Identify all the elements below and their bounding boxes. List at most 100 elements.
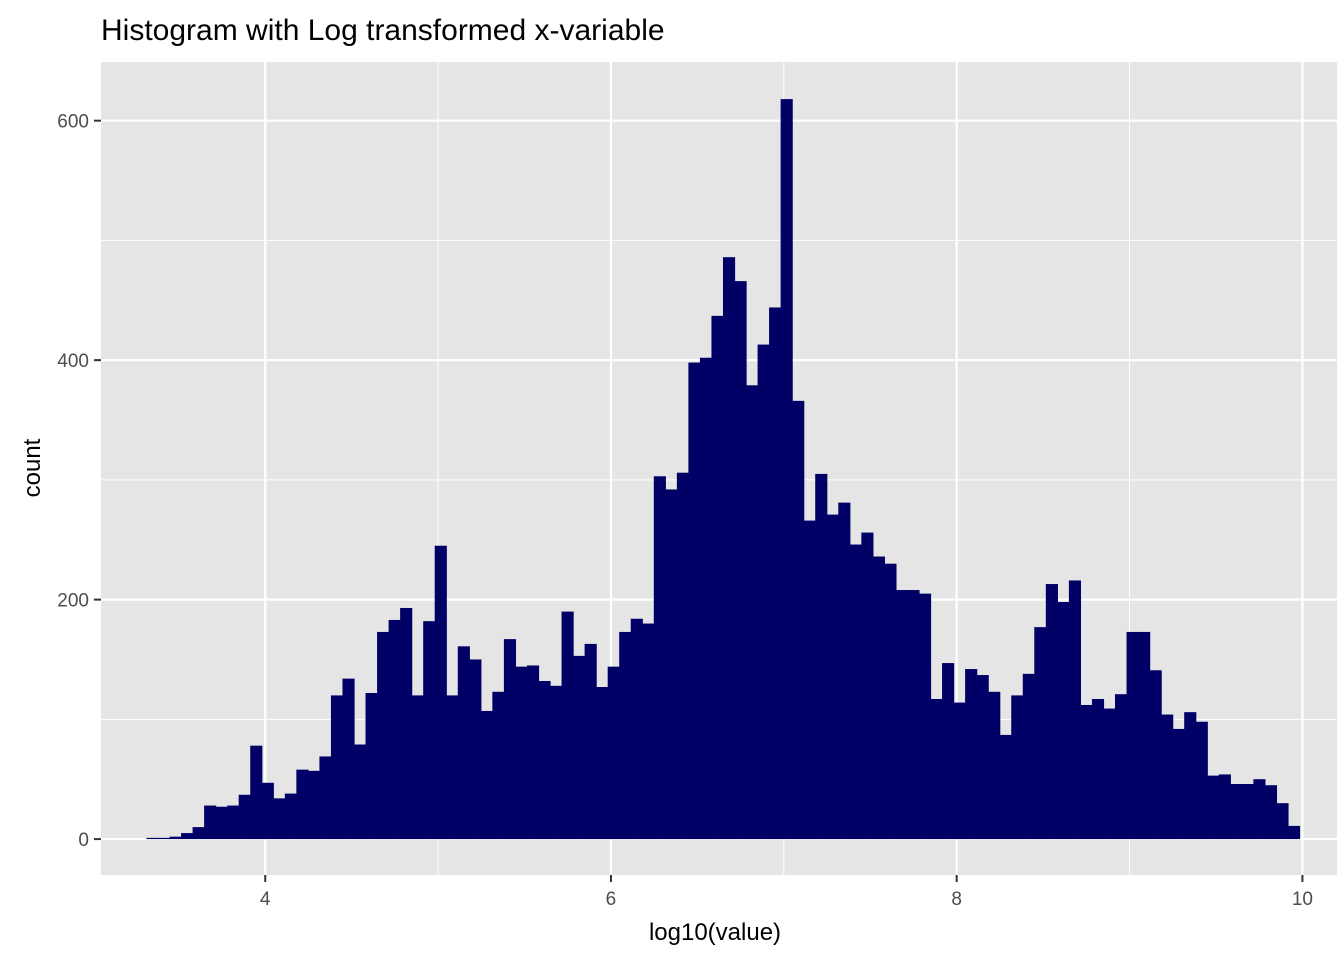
histogram-bar <box>411 695 424 840</box>
histogram-bar <box>204 805 217 840</box>
histogram-bar <box>630 618 643 840</box>
histogram-bar <box>365 693 378 840</box>
histogram-bar <box>711 315 724 840</box>
x-tick-label: 10 <box>1292 889 1313 910</box>
histogram-bar <box>815 473 828 840</box>
histogram-bar <box>1068 580 1082 840</box>
histogram-bar <box>907 590 920 840</box>
histogram-bar <box>642 623 655 840</box>
histogram-bar <box>584 643 597 840</box>
histogram-bar <box>538 681 551 840</box>
histogram-bar <box>169 836 182 840</box>
histogram-bar <box>1276 803 1289 840</box>
histogram-bar <box>388 619 401 840</box>
histogram-bar <box>861 532 874 840</box>
histogram-bar <box>607 666 620 840</box>
histogram-bar <box>769 307 782 840</box>
histogram-bar <box>1264 785 1278 840</box>
histogram-bar <box>1207 775 1220 840</box>
histogram-bar <box>1011 695 1024 840</box>
histogram-bar <box>596 687 609 840</box>
histogram-bar <box>192 827 205 840</box>
histogram-bar <box>826 514 839 840</box>
chart-title: Histogram with Log transformed x-variabl… <box>101 14 665 47</box>
histogram-bar <box>1091 698 1105 840</box>
y-tick-label: 0 <box>78 830 89 851</box>
x-tick-label: 4 <box>260 889 271 910</box>
histogram-bar <box>261 782 274 840</box>
histogram-bar <box>653 476 666 840</box>
histogram-bar <box>181 833 194 840</box>
histogram-bar <box>1253 779 1266 840</box>
histogram-bar <box>918 593 932 840</box>
histogram-bar <box>1115 694 1128 840</box>
histogram-bar <box>722 257 736 840</box>
histogram-bar <box>319 756 332 840</box>
histogram-bar <box>1241 784 1254 840</box>
histogram-bar <box>676 472 689 840</box>
y-tick-label: 200 <box>57 591 89 612</box>
histogram-bar <box>515 666 528 840</box>
histogram-bar <box>619 631 632 840</box>
histogram-bar <box>953 702 966 840</box>
histogram-bar <box>746 385 759 840</box>
histogram-bar <box>734 281 747 840</box>
histogram-bar <box>976 675 989 840</box>
histogram-bar <box>838 502 851 840</box>
y-tick-label: 400 <box>57 351 89 372</box>
histogram-bar <box>1138 631 1151 840</box>
histogram-bar <box>342 678 355 840</box>
histogram-bar <box>492 691 505 840</box>
histogram-bar <box>895 590 909 840</box>
x-tick-label: 6 <box>606 889 617 910</box>
histogram-bar <box>238 794 251 840</box>
histogram-bar <box>1230 784 1243 840</box>
histogram-bar <box>215 806 228 840</box>
histogram-bar <box>803 520 816 840</box>
histogram-bar <box>930 698 943 840</box>
histogram-bar <box>573 655 586 840</box>
y-axis-title: count <box>19 438 46 497</box>
histogram-bar <box>146 837 159 840</box>
histogram-bar <box>503 639 517 840</box>
histogram-bar <box>377 631 390 840</box>
x-axis-title: log10(value) <box>649 919 781 946</box>
histogram-bar <box>296 769 309 840</box>
histogram-bar <box>1080 704 1093 840</box>
histogram-bar <box>457 646 470 840</box>
histogram-bar <box>792 400 805 840</box>
histogram-bar <box>1172 728 1185 840</box>
histogram-bar <box>284 793 297 840</box>
y-tick-label: 600 <box>57 112 89 133</box>
histogram-bar <box>273 798 286 840</box>
histogram-bar <box>354 744 367 840</box>
histogram-bar <box>250 745 263 840</box>
histogram-bar <box>330 695 344 840</box>
histogram-bar <box>400 607 413 840</box>
histogram-bar <box>1218 774 1231 840</box>
histogram-bar <box>1149 670 1162 840</box>
histogram-bar <box>1034 627 1047 840</box>
histogram-bar <box>699 357 713 840</box>
histogram-bar <box>561 611 574 840</box>
histogram-bars <box>146 99 1301 840</box>
histogram-bar <box>480 710 493 840</box>
histogram-bar <box>999 734 1012 840</box>
histogram-bar <box>1057 602 1070 840</box>
histogram-bar <box>1022 673 1035 840</box>
histogram-bar <box>988 691 1001 840</box>
x-tick-label: 8 <box>951 889 962 910</box>
histogram-bar <box>550 685 563 840</box>
histogram-bar <box>884 563 897 840</box>
histogram-bar <box>849 544 862 840</box>
histogram-bar <box>434 545 447 840</box>
histogram-bar <box>1161 714 1174 840</box>
y-axis: 0 200 400 600 <box>57 112 101 851</box>
histogram-bar <box>688 362 701 840</box>
histogram-bar <box>757 344 770 840</box>
histogram-bar <box>526 665 540 840</box>
histogram-bar <box>872 556 885 840</box>
x-axis: 4 6 8 10 <box>260 875 1313 910</box>
histogram-bar <box>307 770 321 840</box>
